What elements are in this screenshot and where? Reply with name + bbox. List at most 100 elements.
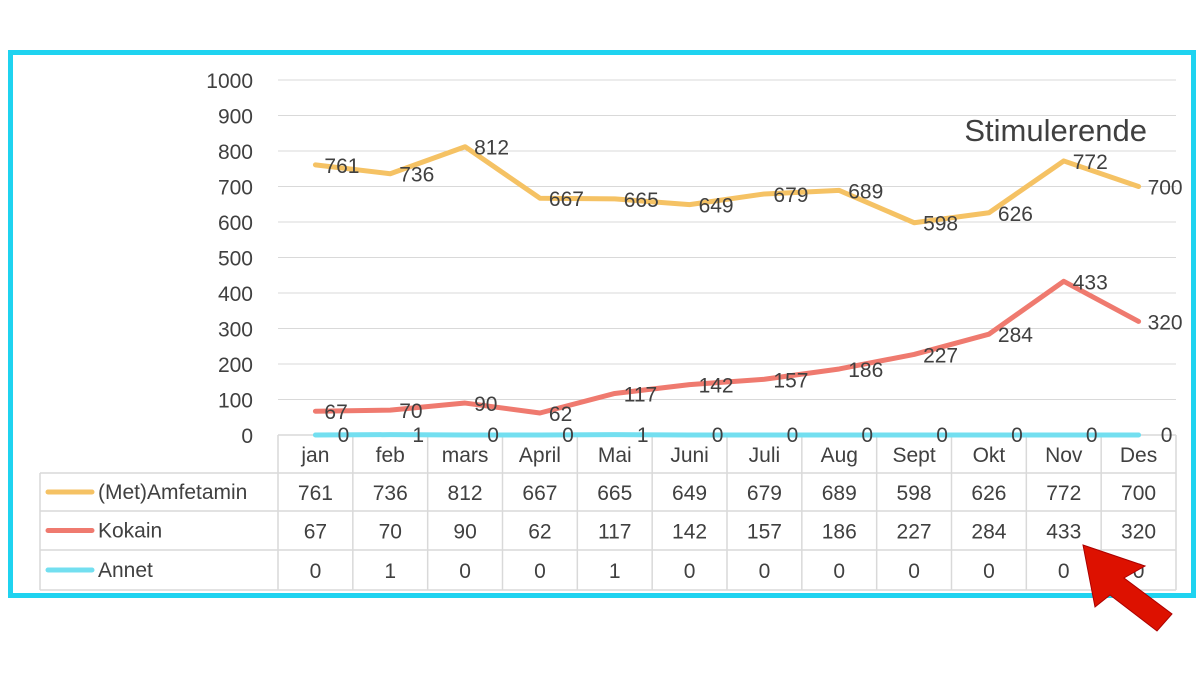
y-tick-label: 400 [218, 283, 253, 306]
y-tick-label: 900 [218, 106, 253, 129]
data-label: 157 [773, 369, 808, 392]
table-cell: 227 [897, 521, 932, 544]
data-label: 667 [549, 188, 584, 211]
table-cell: 62 [528, 521, 551, 544]
table-cell: 761 [298, 482, 333, 505]
data-label: 1 [637, 424, 649, 447]
table-cell: 700 [1121, 482, 1156, 505]
table-cell: 689 [822, 482, 857, 505]
chart-title: Stimulerende [964, 113, 1147, 148]
table-cell: 736 [373, 482, 408, 505]
x-tick-label: Aug [821, 444, 858, 467]
x-tick-label: Juli [749, 444, 781, 467]
table-cell: 667 [522, 482, 557, 505]
x-tick-label: Des [1120, 444, 1157, 467]
x-tick-label: April [519, 444, 561, 467]
y-tick-label: 600 [218, 212, 253, 235]
table-cell: 626 [971, 482, 1006, 505]
table-cell: 0 [759, 560, 771, 583]
data-label: 665 [624, 189, 659, 212]
table-cell: 186 [822, 521, 857, 544]
table-cell: 0 [833, 560, 845, 583]
table-cell: 433 [1046, 521, 1081, 544]
y-tick-label: 0 [241, 425, 253, 448]
y-tick-label: 300 [218, 319, 253, 342]
table-cell: 117 [598, 521, 631, 544]
data-label: 70 [399, 400, 422, 423]
table-cell: 67 [304, 521, 327, 544]
table-cell: 679 [747, 482, 782, 505]
table-cell: 598 [897, 482, 932, 505]
data-label: 0 [487, 424, 499, 447]
data-label: 700 [1148, 177, 1183, 200]
x-tick-label: Juni [670, 444, 709, 467]
table-cell: 0 [908, 560, 920, 583]
legend-label: Annet [98, 559, 153, 582]
data-label: 689 [848, 180, 883, 203]
data-label: 227 [923, 344, 958, 367]
data-label: 598 [923, 213, 958, 236]
x-tick-label: feb [376, 444, 405, 467]
y-tick-label: 200 [218, 354, 253, 377]
data-label: 117 [624, 383, 657, 406]
x-tick-label: Sept [892, 444, 935, 467]
y-tick-label: 700 [218, 177, 253, 200]
data-label: 649 [699, 195, 734, 218]
data-label: 62 [549, 403, 572, 426]
table-cell: 665 [597, 482, 632, 505]
data-label: 284 [998, 324, 1033, 347]
legend-label: Kokain [98, 520, 162, 543]
table-cell: 320 [1121, 521, 1156, 544]
data-label: 0 [338, 424, 350, 447]
y-tick-label: 500 [218, 248, 253, 271]
series-line [312, 278, 1142, 416]
table-cell: 0 [1133, 560, 1145, 583]
table-cell: 772 [1046, 482, 1081, 505]
x-tick-label: Nov [1045, 444, 1083, 467]
data-label: 0 [562, 424, 574, 447]
data-label: 67 [324, 401, 347, 424]
data-label: 1 [412, 424, 424, 447]
data-label: 736 [399, 164, 434, 187]
data-label: 0 [712, 424, 724, 447]
data-label: 90 [474, 393, 497, 416]
series-line [312, 144, 1142, 226]
x-tick-label: mars [442, 444, 489, 467]
y-tick-label: 800 [218, 141, 253, 164]
y-tick-label: 100 [218, 390, 253, 413]
table-cell: 0 [983, 560, 995, 583]
data-label: 0 [1086, 424, 1098, 447]
data-label: 0 [787, 424, 799, 447]
data-label: 0 [861, 424, 873, 447]
table-cell: 0 [459, 560, 471, 583]
table-cell: 0 [310, 560, 322, 583]
table-cell: 70 [379, 521, 402, 544]
table-cell: 0 [534, 560, 546, 583]
chart-frame [8, 50, 1196, 598]
table-cell: 284 [971, 521, 1006, 544]
table-cell: 0 [1058, 560, 1070, 583]
data-label: 761 [324, 155, 359, 178]
table-cell: 1 [384, 560, 396, 583]
data-label: 0 [936, 424, 948, 447]
x-tick-label: Okt [973, 444, 1006, 467]
data-label: 626 [998, 203, 1033, 226]
table-cell: 90 [453, 521, 476, 544]
table-cell: 0 [684, 560, 696, 583]
data-label: 772 [1073, 151, 1108, 174]
data-label: 186 [848, 359, 883, 382]
legend-label: (Met)Amfetamin [98, 481, 247, 504]
table-cell: 812 [448, 482, 483, 505]
table-cell: 1 [609, 560, 621, 583]
data-label: 0 [1011, 424, 1023, 447]
table-cell: 649 [672, 482, 707, 505]
data-label: 0 [1161, 424, 1173, 447]
y-tick-label: 1000 [206, 70, 253, 93]
data-label: 142 [699, 375, 734, 398]
data-label: 320 [1148, 311, 1183, 334]
data-label: 433 [1073, 271, 1108, 294]
x-tick-label: jan [300, 444, 329, 467]
table-cell: 157 [747, 521, 782, 544]
